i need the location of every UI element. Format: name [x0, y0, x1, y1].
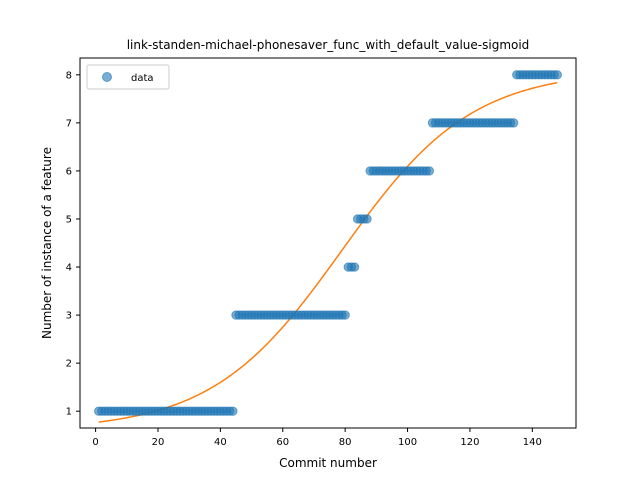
x-axis: 0 20 40 60 80 100 120 140 [92, 428, 542, 448]
y-axis-label: Number of instance of a feature [40, 147, 54, 339]
y-axis: 1 2 3 4 5 6 7 8 [66, 70, 80, 418]
x-tick-label: 0 [92, 437, 98, 448]
y-tick-label: 6 [66, 166, 72, 177]
y-tick-label: 1 [66, 407, 72, 418]
legend-box [86, 64, 170, 90]
y-tick-label: 4 [66, 263, 72, 274]
legend-label-data: data [131, 73, 154, 84]
sigmoid-fit-line [98, 81, 558, 423]
x-axis-label: Commit number [279, 456, 377, 470]
x-tick-label: 120 [460, 437, 479, 448]
y-tick-label: 7 [66, 118, 72, 129]
chart-title: link-standen-michael-phonesaver_func_wit… [127, 38, 530, 52]
y-tick-label: 8 [66, 70, 72, 81]
x-tick-label: 20 [152, 437, 165, 448]
x-tick-label: 80 [339, 437, 352, 448]
data-point [349, 262, 360, 272]
data-point [228, 406, 238, 416]
fit-layer [98, 81, 558, 423]
legend: data [86, 64, 170, 90]
x-tick-label: 140 [523, 437, 542, 448]
axes-frame [79, 57, 577, 429]
data-point [340, 310, 350, 320]
legend-marker-data [102, 72, 112, 82]
x-tick-label: 100 [398, 437, 417, 448]
x-tick-label: 60 [276, 437, 289, 448]
data-point [362, 214, 372, 224]
x-tick-label: 40 [214, 437, 227, 448]
y-tick-label: 3 [66, 311, 72, 322]
y-tick-label: 5 [66, 214, 72, 225]
y-tick-label: 2 [66, 359, 72, 370]
data-point [508, 118, 519, 128]
data-point [552, 70, 562, 80]
data-point [424, 166, 435, 176]
points-layer [94, 70, 562, 416]
